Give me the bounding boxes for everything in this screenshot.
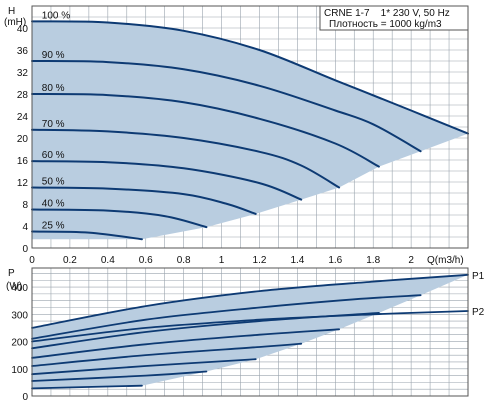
head-y-tick-label: 36	[17, 46, 29, 57]
power-curve-p1	[31, 273, 469, 329]
head-x-tick-label: 0	[29, 255, 35, 266]
head-chart-panel: 100 %90 %80 %70 %60 %50 %40 %25 % 048121…	[4, 5, 469, 266]
head-x-tick-label: 1.4	[290, 255, 304, 266]
head-curve-labels-group: 100 % 90 % 80 % 70 % 60 % 50 % 40 % 25 %	[42, 10, 70, 231]
head-curve-label: 50 %	[42, 177, 65, 188]
head-curve-label: 100 %	[42, 10, 70, 21]
power-y-axis-label: P	[8, 268, 15, 279]
power-y-tick-label: 0	[22, 392, 28, 400]
power-curve-label: P2	[472, 307, 485, 318]
head-curve-label: 80 %	[42, 83, 65, 94]
head-curve-label: 25 %	[42, 221, 65, 232]
power-curves-group	[31, 273, 469, 390]
head-x-tick-label: 0.4	[101, 255, 115, 266]
head-y-tick-label: 24	[17, 112, 29, 123]
head-curve-50pct	[31, 186, 257, 215]
head-curve-label: 70 %	[42, 119, 65, 130]
head-y-tick-label: 12	[17, 178, 29, 189]
power-curve	[31, 358, 257, 376]
power-curve	[31, 328, 340, 359]
head-y-tick-label: 16	[17, 156, 29, 167]
head-x-tick-labels: 0 0.2 0.4 0.6 0.8 1 1.2 1.4 1.6 1.8 2	[29, 255, 414, 266]
head-operating-area	[32, 21, 468, 240]
power-curve	[31, 370, 208, 382]
head-curves-group	[31, 20, 469, 241]
power-curve-label: P1	[472, 271, 485, 282]
head-x-tick-label: 0.6	[139, 255, 153, 266]
head-curve-100pct	[31, 20, 469, 135]
head-x-tick-label: 1.2	[253, 255, 267, 266]
title-box	[319, 5, 469, 31]
head-y-tick-label: 40	[17, 24, 29, 35]
head-curve-label: 90 %	[42, 50, 65, 61]
head-y-tick-label: 28	[17, 90, 29, 101]
power-y-tick-label: 200	[11, 338, 28, 349]
head-x-tick-label: 1	[219, 255, 225, 266]
head-curve-40pct	[31, 208, 208, 229]
head-curve-80pct	[31, 93, 380, 168]
head-frame-outline	[31, 5, 469, 249]
head-y-tick-label: 32	[17, 68, 29, 79]
head-x-tick-label: 0.2	[63, 255, 77, 266]
head-curve-label: 60 %	[42, 150, 65, 161]
head-curve-70pct	[31, 128, 341, 189]
power-y-tick-label: 100	[11, 365, 28, 376]
head-curve-25pct	[31, 230, 143, 241]
power-curve	[31, 384, 143, 390]
power-y-tick-label: 300	[11, 310, 28, 321]
head-curve-60pct	[31, 160, 303, 201]
power-curve	[31, 294, 422, 340]
chart-title: CRNE 1-7 1* 230 V, 50 Hz	[324, 8, 450, 19]
head-y-tick-labels: 0 4 8 12 16 20 24 28 32 36 40	[17, 24, 29, 255]
power-curve	[31, 342, 303, 367]
head-y-tick-label: 20	[17, 134, 29, 145]
power-y-tick-labels: 0 100 200 300 400	[11, 283, 28, 400]
power-frame-outline	[31, 267, 469, 397]
head-y-axis-unit: (mH)	[4, 17, 26, 28]
head-y-tick-label: 0	[22, 244, 28, 255]
power-chart-panel: P1 P2 0 100 200 300 400 P (W)	[6, 267, 485, 400]
power-y-axis-unit: (W)	[6, 281, 22, 292]
head-curve-90pct	[31, 60, 422, 153]
head-y-tick-label: 4	[22, 222, 28, 233]
head-x-axis-label: Q(m3/h)	[427, 255, 464, 266]
power-y-tick-label: 400	[11, 283, 28, 294]
head-y-tick-label: 8	[22, 200, 28, 211]
head-x-tick-label: 1.8	[366, 255, 380, 266]
head-x-tick-label: 2	[408, 255, 414, 266]
head-curve-label: 40 %	[42, 199, 65, 210]
power-curve-p2	[31, 310, 469, 343]
head-x-tick-label: 0.8	[177, 255, 191, 266]
power-curve-labels-group: P1 P2	[472, 271, 485, 318]
head-y-axis-label: H	[8, 6, 15, 17]
head-x-tick-label: 1.6	[328, 255, 342, 266]
power-operating-area	[32, 274, 468, 389]
chart-subtitle: Плотность = 1000 kg/m3	[329, 19, 442, 30]
